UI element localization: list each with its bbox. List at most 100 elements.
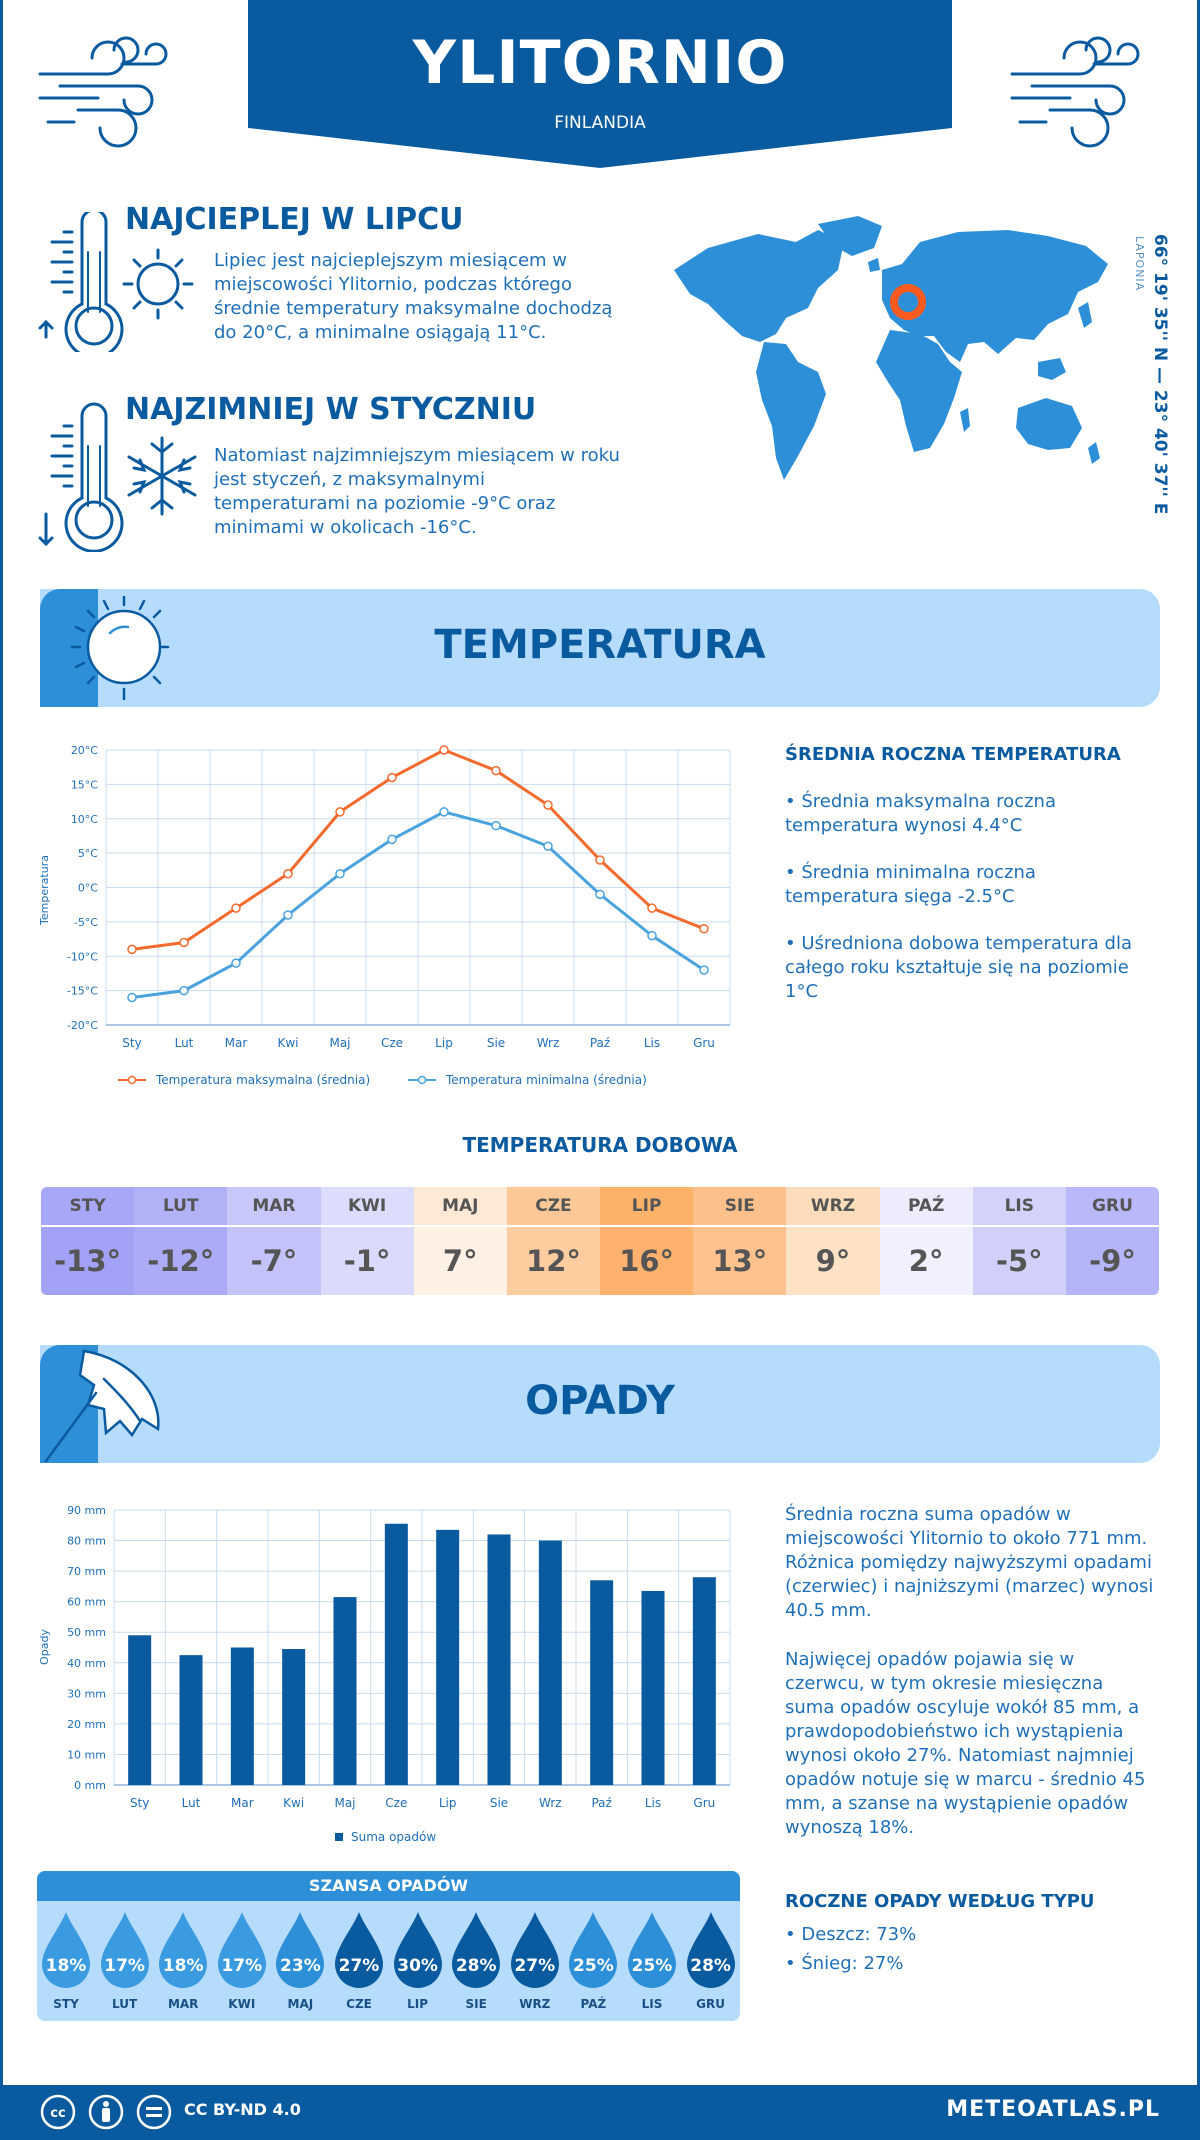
daily-cell: MAJ 7° xyxy=(413,1187,507,1295)
max-temperature-point xyxy=(127,944,137,955)
prec-ytick-label: 20 mm xyxy=(67,1718,106,1731)
precipitation-bar xyxy=(641,1590,665,1785)
chance-month: LIS xyxy=(641,1997,663,2011)
temp-ytick-label: -5°C xyxy=(74,916,98,929)
max-temperature-point xyxy=(595,855,605,865)
temp-ytick-label: 5°C xyxy=(78,847,98,860)
header-banner xyxy=(248,0,952,168)
chance-value: 25% xyxy=(631,1956,673,1976)
temp-xtick-label: Paź xyxy=(590,1036,610,1050)
precipitation-ylabel: Opady xyxy=(38,1629,51,1665)
precipitation-type-rain: • Deszcz: 73% xyxy=(785,1924,917,1945)
daily-cell: LIP 16° xyxy=(600,1187,694,1295)
precipitation-bar xyxy=(436,1529,460,1785)
temp-ytick-label: -20°C xyxy=(67,1019,98,1032)
min-temperature-point xyxy=(595,889,605,900)
temp-xtick-label: Kwi xyxy=(277,1036,298,1050)
prec-xtick-label: Sty xyxy=(130,1796,149,1810)
temp-xtick-label: Lis xyxy=(644,1036,660,1050)
daily-cell: LUT -12° xyxy=(134,1187,228,1295)
daily-month: SIE xyxy=(693,1187,787,1225)
prec-xtick-label: Paź xyxy=(591,1796,611,1810)
chance-month: LUT xyxy=(112,1997,138,2011)
chance-value: 17% xyxy=(104,1956,145,1976)
prec-xtick-label: Mar xyxy=(231,1796,254,1810)
min-temperature-point xyxy=(387,834,397,845)
cc-icon[interactable]: cc xyxy=(40,2094,76,2130)
max-temperature-line xyxy=(131,748,705,951)
footer-license[interactable]: CC BY-ND 4.0 xyxy=(184,2100,301,2119)
chance-month: SIE xyxy=(465,1997,487,2011)
max-temperature-point xyxy=(647,903,657,913)
daily-cell: SIE 13° xyxy=(693,1187,787,1295)
chance-month: KWI xyxy=(228,1997,256,2011)
footer-site-link[interactable]: METEOATLAS.PL xyxy=(946,2097,1160,2122)
cold-text: Natomiast najzimniejszym miesiącem w rok… xyxy=(214,445,620,538)
max-temperature-point xyxy=(543,800,553,810)
max-temperature-point xyxy=(179,937,189,948)
daily-value: 13° xyxy=(693,1225,787,1295)
precipitation-paragraph-1: Średnia roczna suma opadów w miejscowośc… xyxy=(785,1504,1154,1621)
temperature-bullet-max: • Średnia maksymalna roczna temperatura … xyxy=(785,791,1056,836)
prec-xtick-label: Lip xyxy=(439,1796,457,1810)
raindrop-icon xyxy=(100,1912,149,1988)
chance-month: MAR xyxy=(167,1997,199,2011)
precipitation-section-title: OPADY xyxy=(525,1378,675,1424)
prec-xtick-label: Lut xyxy=(182,1796,201,1810)
daily-temperature-table: STY -13° LUT -12° MAR -7° KWI -1° MAJ 7° CZE 12° LIP… xyxy=(41,1187,1159,1295)
prec-ytick-label: 0 mm xyxy=(74,1779,106,1792)
attribution-icon[interactable] xyxy=(88,2094,124,2130)
daily-value: -12° xyxy=(134,1225,228,1295)
raindrop-icon xyxy=(686,1912,735,1988)
chance-month: WRZ xyxy=(519,1997,551,2011)
prec-ytick-label: 80 mm xyxy=(67,1535,106,1548)
min-temperature-point xyxy=(127,992,137,1003)
temp-ytick-label: 20°C xyxy=(71,744,98,757)
daily-value: -9° xyxy=(1065,1225,1159,1295)
min-temperature-point xyxy=(647,930,657,941)
precipitation-type-title: ROCZNE OPADY WEDŁUG TYPU xyxy=(785,1891,1095,1912)
daily-month: PAŹ xyxy=(879,1187,973,1225)
chance-value: 23% xyxy=(280,1956,321,1976)
daily-value: 7° xyxy=(413,1225,507,1295)
min-temperature-point xyxy=(491,820,501,831)
temp-xtick-label: Maj xyxy=(329,1036,350,1050)
daily-value: 2° xyxy=(879,1225,973,1295)
precipitation-bar xyxy=(538,1540,562,1785)
min-temperature-point xyxy=(439,807,449,817)
precipitation-bar xyxy=(590,1580,614,1785)
chance-month: STY xyxy=(53,1997,79,2011)
prec-ytick-label: 90 mm xyxy=(67,1504,106,1517)
precipitation-chart: 90 mm 80 mm 70 mm 60 mm 50 mm 40 mm 30 mm 20 mm… xyxy=(38,1504,731,1844)
daily-month: LIS xyxy=(972,1187,1066,1225)
daily-month: MAJ xyxy=(413,1187,507,1225)
no-derivatives-icon[interactable] xyxy=(136,2094,172,2130)
precipitation-bar xyxy=(179,1655,203,1785)
prec-ytick-label: 70 mm xyxy=(67,1565,106,1578)
raindrop-icon xyxy=(42,1912,90,1988)
thermometer-sun-icon xyxy=(38,212,194,352)
min-temperature-point xyxy=(335,869,345,879)
chance-value: 18% xyxy=(162,1956,204,1976)
legend-min: Temperatura minimalna (średnia) xyxy=(445,1073,647,1087)
frame-right xyxy=(1197,0,1200,2085)
min-temperature-point xyxy=(543,841,553,851)
prec-xtick-label: Maj xyxy=(334,1796,355,1810)
daily-temperature-title: TEMPERATURA DOBOWA xyxy=(462,1133,738,1157)
daily-value: -5° xyxy=(972,1225,1066,1295)
daily-month: LIP xyxy=(600,1187,694,1225)
prec-ytick-label: 10 mm xyxy=(67,1748,106,1761)
cold-title: NAJZIMNIEJ W STYCZNIU xyxy=(125,392,537,427)
daily-value: 16° xyxy=(600,1225,694,1295)
daily-month: KWI xyxy=(320,1187,414,1225)
precipitation-bar xyxy=(692,1577,716,1785)
prec-ytick-label: 30 mm xyxy=(67,1687,106,1700)
daily-value: -1° xyxy=(320,1225,414,1295)
prec-xtick-label: Lis xyxy=(645,1796,661,1810)
thermometer-snow-icon xyxy=(38,402,197,552)
prec-ytick-label: 50 mm xyxy=(67,1626,106,1639)
min-temperature-point xyxy=(283,910,293,920)
chance-month: LIP xyxy=(407,1997,429,2011)
umbrella-icon xyxy=(44,1349,160,1463)
prec-xtick-label: Gru xyxy=(693,1796,715,1810)
